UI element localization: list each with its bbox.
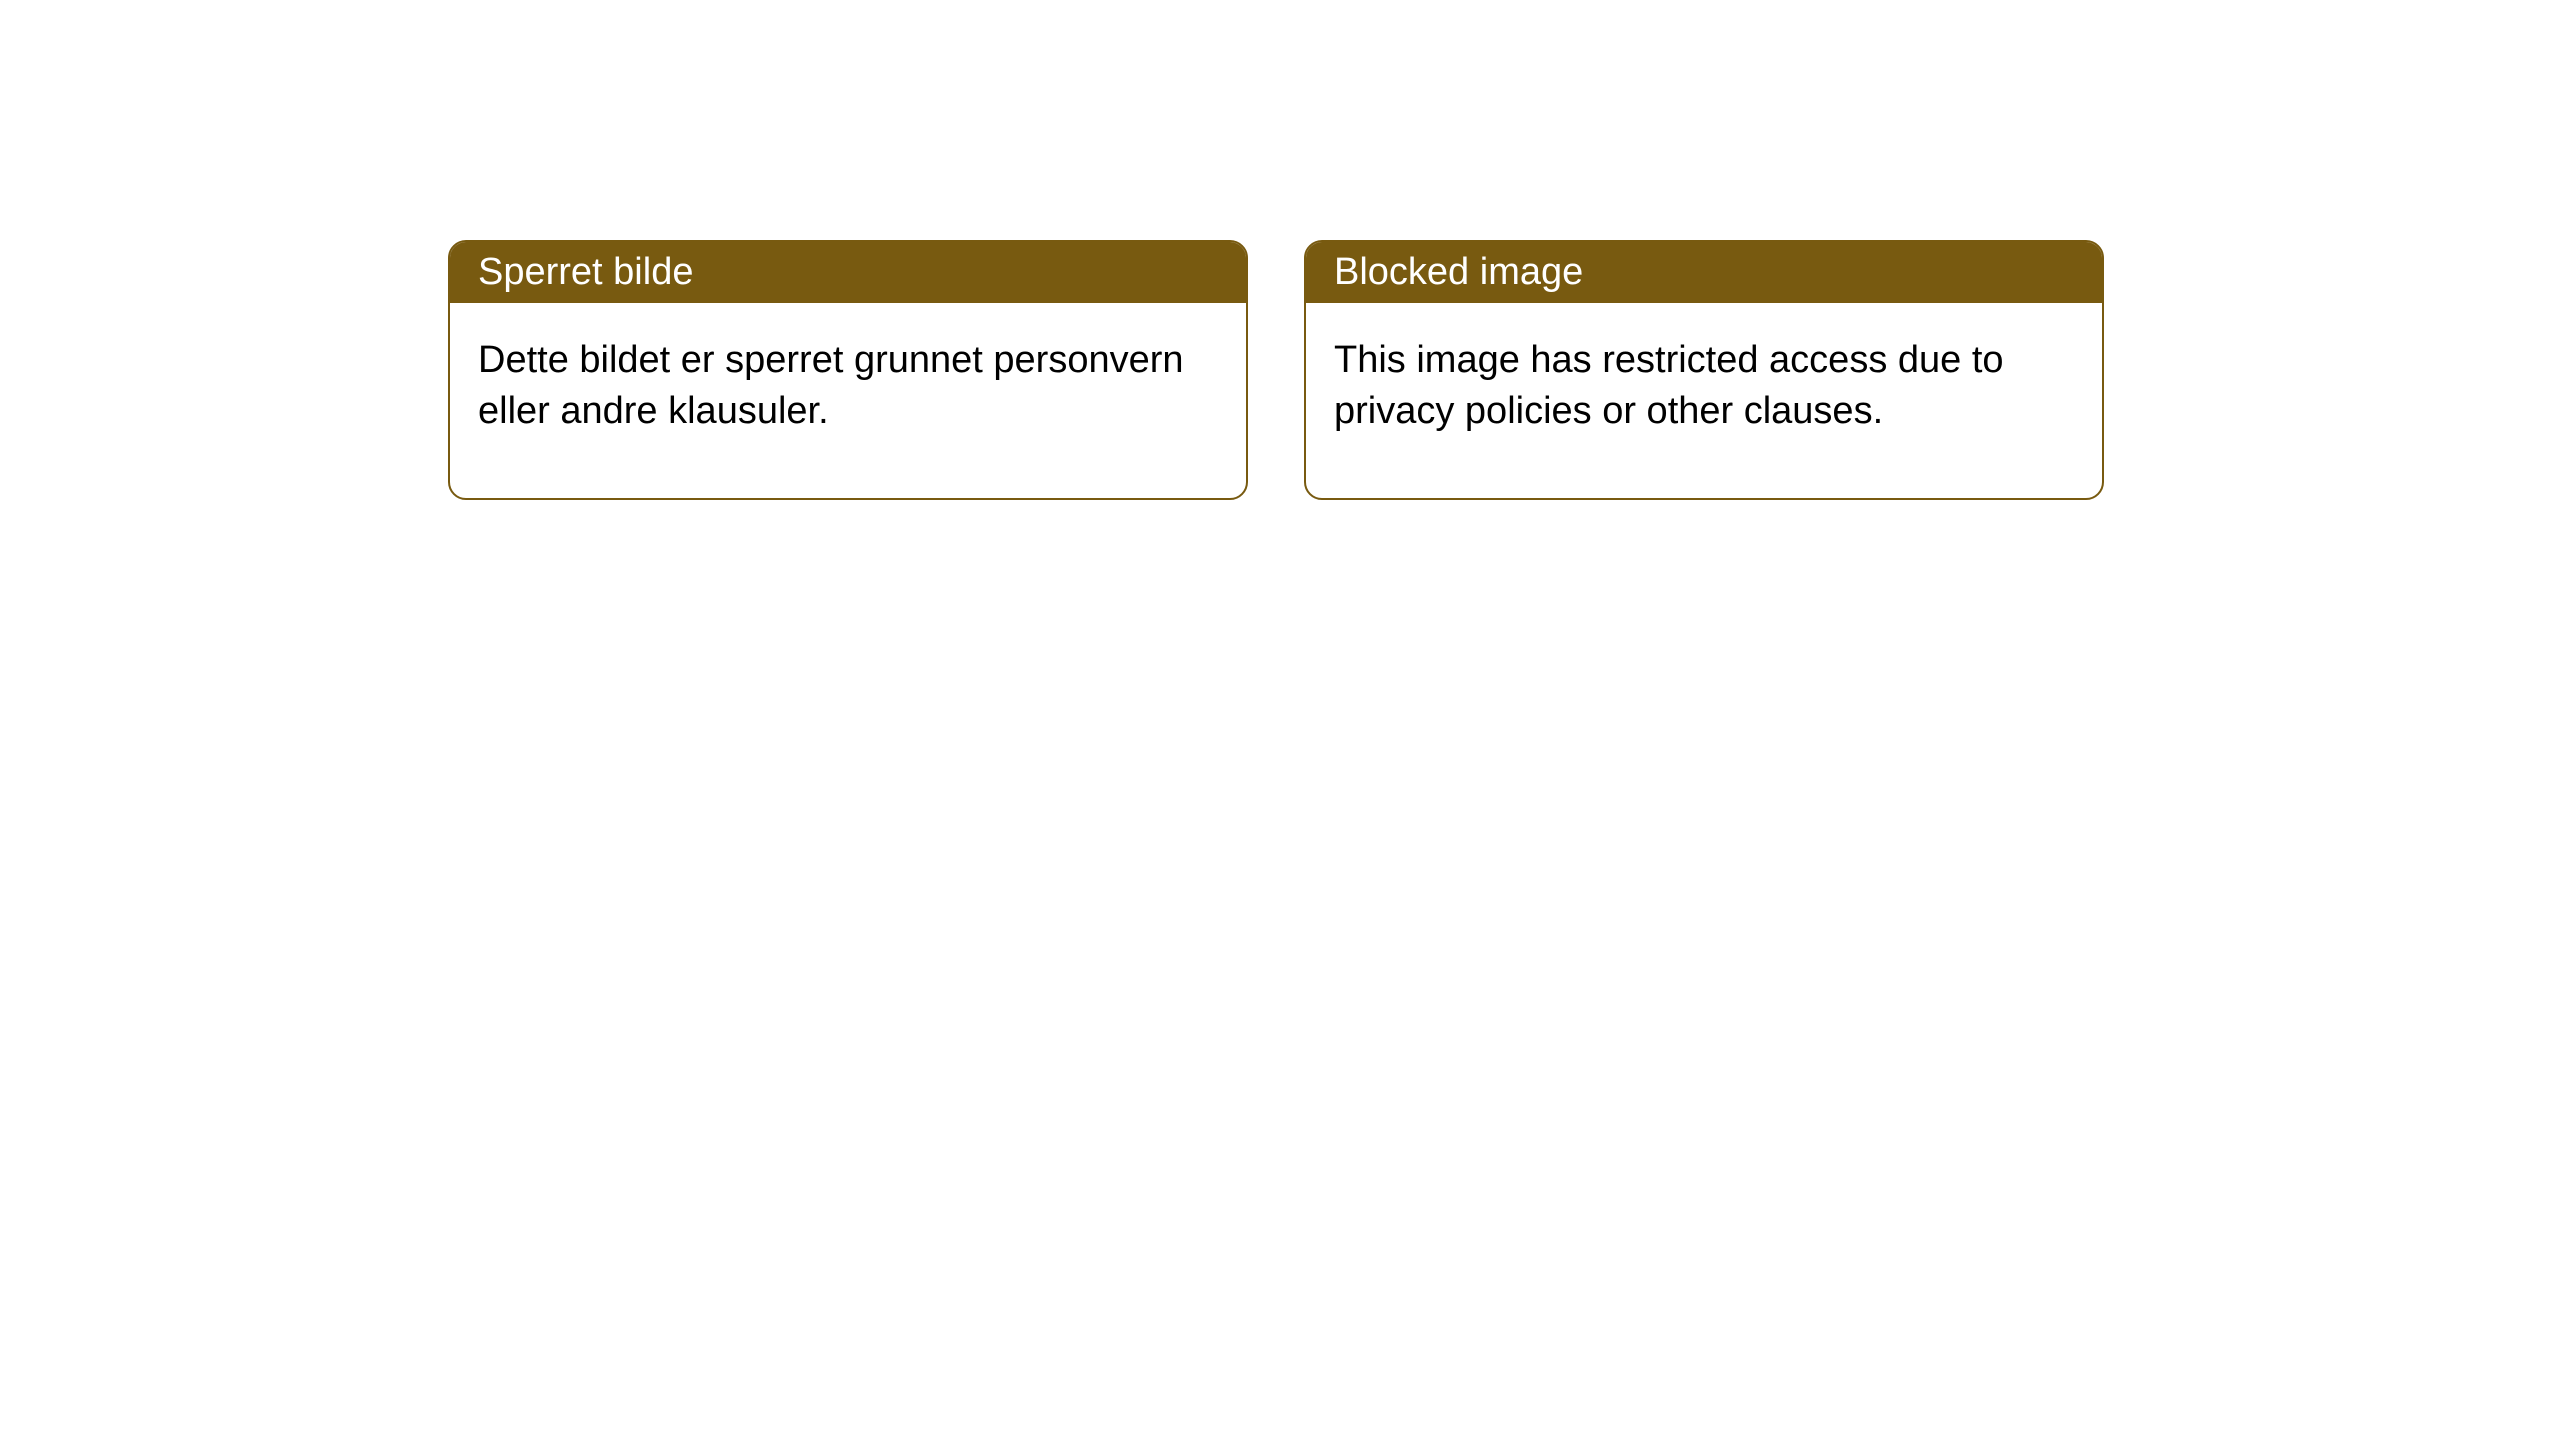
notice-card-english: Blocked image This image has restricted … — [1304, 240, 2104, 500]
notice-body-text: This image has restricted access due to … — [1334, 339, 2004, 432]
notice-header: Sperret bilde — [450, 242, 1246, 303]
notice-card-norwegian: Sperret bilde Dette bildet er sperret gr… — [448, 240, 1248, 500]
notice-body: This image has restricted access due to … — [1306, 303, 2102, 498]
notice-container: Sperret bilde Dette bildet er sperret gr… — [448, 240, 2104, 500]
notice-header-text: Blocked image — [1334, 251, 1583, 293]
notice-header: Blocked image — [1306, 242, 2102, 303]
notice-body-text: Dette bildet er sperret grunnet personve… — [478, 339, 1184, 432]
notice-header-text: Sperret bilde — [478, 251, 693, 293]
notice-body: Dette bildet er sperret grunnet personve… — [450, 303, 1246, 498]
